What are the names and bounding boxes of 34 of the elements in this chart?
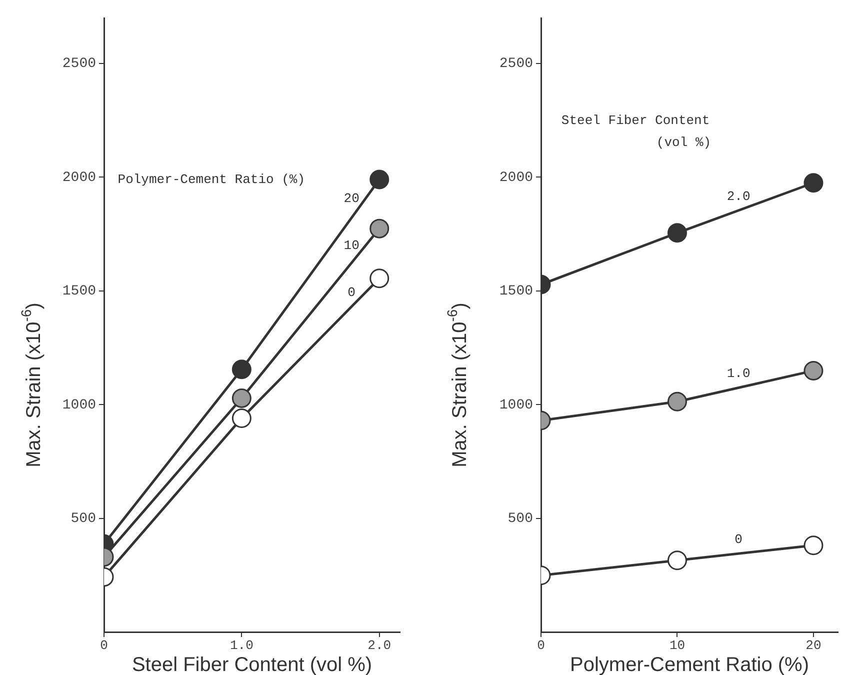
point: [804, 360, 824, 380]
x-tick-label: 20: [806, 638, 822, 654]
point: [370, 170, 390, 190]
y-axis-title: Max. Strain (x10-6): [18, 302, 45, 468]
point: [370, 268, 390, 288]
y-tick-label: 2000: [499, 170, 533, 186]
y-axis-title: Max. Strain (x10-6): [444, 302, 471, 468]
y-tick-label: 2500: [499, 56, 533, 72]
x-tick-label: 2.0: [368, 638, 392, 654]
y-tick-label: 500: [70, 511, 96, 527]
point: [804, 173, 824, 193]
legend-title: Polymer-Cement Ratio (%): [118, 172, 305, 187]
legend-title: Steel Fiber Content (vol %): [561, 112, 712, 150]
y-tick-label: 1500: [62, 284, 96, 300]
y-tick-label: 1000: [62, 397, 96, 414]
x-tick-label: 0: [100, 638, 108, 654]
series-label: 2.0: [726, 188, 750, 204]
x-tick-label: 10: [669, 638, 686, 654]
series-label: 20: [344, 190, 360, 206]
y-tick-label: 1500: [499, 284, 533, 300]
series-label: 10: [344, 238, 360, 253]
x-tick-label: 0: [537, 638, 545, 654]
y-tick-label: 1000: [499, 397, 533, 414]
series-label: 0: [348, 284, 356, 300]
point: [370, 218, 390, 238]
y-tick-label: 2500: [62, 56, 96, 72]
x-axis-title: Polymer-Cement Ratio (%): [570, 654, 809, 675]
y-tick-label: 2000: [62, 170, 96, 186]
series-label: 0: [734, 532, 742, 548]
point: [804, 536, 824, 556]
series-label: 1.0: [726, 366, 750, 382]
x-axis-title: Steel Fiber Content (vol %): [132, 654, 372, 675]
x-tick-label: 1.0: [230, 638, 254, 654]
y-tick-label: 500: [508, 511, 533, 527]
